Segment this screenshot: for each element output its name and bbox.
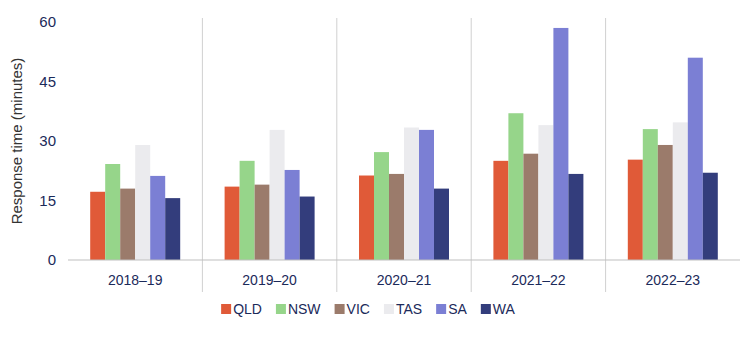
x-tick-label: 2018–19 (108, 272, 163, 288)
separator (336, 18, 337, 292)
bars (90, 28, 718, 260)
bar (255, 185, 270, 260)
y-tick-label: 30 (39, 132, 56, 149)
bar (240, 161, 255, 260)
legend-swatch (436, 304, 446, 314)
bar (538, 125, 553, 260)
bar (374, 152, 389, 260)
bar (673, 122, 688, 260)
x-tick-label: 2022–23 (646, 272, 701, 288)
bar (389, 174, 404, 260)
legend-label: SA (448, 301, 467, 317)
bar (135, 145, 150, 260)
legend-label: TAS (396, 301, 422, 317)
bar (300, 197, 315, 260)
legend-swatch (276, 304, 286, 314)
y-tick-label: 0 (48, 251, 56, 268)
chart: 0 15 30 45 60 Response time (minutes) 2018–19 2… (0, 0, 750, 347)
bar (270, 130, 285, 260)
legend: QLD NSW VIC TAS SA WA (221, 301, 515, 317)
bar (419, 130, 434, 260)
y-axis-label: Response time (minutes) (8, 58, 25, 225)
bar (628, 160, 643, 260)
y-tick-label: 60 (39, 13, 56, 30)
legend-swatch (481, 304, 491, 314)
bar (150, 176, 165, 260)
legend-label: NSW (288, 301, 321, 317)
bar (285, 170, 300, 260)
bar (165, 198, 180, 260)
bar (568, 174, 583, 260)
bar (404, 128, 419, 260)
x-tick-label: 2019–20 (242, 272, 297, 288)
bar (359, 176, 374, 260)
legend-label: VIC (347, 301, 370, 317)
x-tick-label: 2020–21 (377, 272, 432, 288)
separator (202, 18, 203, 292)
bar (120, 189, 135, 260)
bar (658, 145, 673, 260)
x-axis (68, 260, 740, 261)
bar (105, 164, 120, 260)
separator (605, 18, 606, 292)
separator (471, 18, 472, 292)
bar (225, 187, 240, 260)
bar (493, 161, 508, 260)
bar (90, 192, 105, 260)
legend-swatch (384, 304, 394, 314)
x-tick-label: 2021–22 (511, 272, 566, 288)
y-tick-label: 45 (39, 73, 56, 90)
legend-swatch (221, 304, 231, 314)
bar (434, 189, 449, 260)
bar (553, 28, 568, 260)
bar (643, 129, 658, 260)
legend-swatch (335, 304, 345, 314)
bar (523, 154, 538, 260)
legend-label: QLD (233, 301, 262, 317)
legend-label: WA (493, 301, 516, 317)
bar (703, 173, 718, 260)
bar (508, 113, 523, 260)
y-tick-label: 15 (39, 192, 56, 209)
bar (688, 58, 703, 260)
